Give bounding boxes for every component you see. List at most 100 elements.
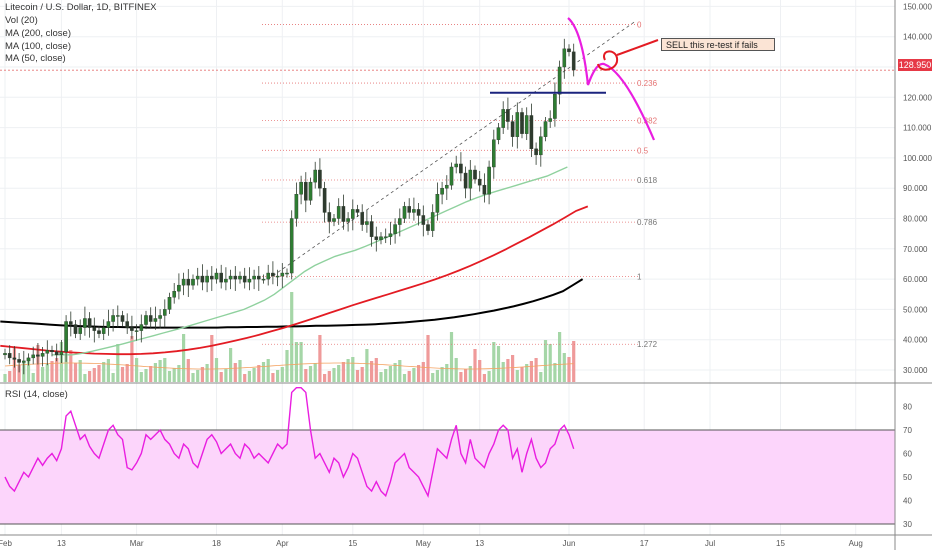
volume-bar xyxy=(332,368,336,382)
volume-bar xyxy=(153,363,157,382)
volume-bar xyxy=(130,336,134,382)
volume-bar xyxy=(69,350,73,382)
ma200-indicator-label[interactable]: MA (200, close) xyxy=(5,28,71,39)
candle-down xyxy=(304,181,308,201)
candle-up xyxy=(539,136,543,156)
volume-bar xyxy=(445,364,449,382)
fib-level-label: 0.236 xyxy=(637,79,658,88)
volume-bar xyxy=(468,366,472,382)
volume-bar xyxy=(149,366,153,382)
y-tick-label: 60.000 xyxy=(903,275,928,284)
volume-bar xyxy=(167,371,172,382)
candle-up xyxy=(83,318,87,328)
candle-up xyxy=(496,127,501,140)
x-tick-label: 13 xyxy=(57,539,66,548)
volume-bar xyxy=(562,353,566,382)
candle-down xyxy=(271,272,275,277)
volume-bar xyxy=(116,344,120,382)
moving-averages xyxy=(0,166,589,356)
candle-down xyxy=(407,206,412,213)
volume-bar xyxy=(200,367,204,382)
candle-up xyxy=(412,209,416,213)
candle-down xyxy=(567,48,571,53)
candle-up xyxy=(435,194,440,213)
volume-bar xyxy=(92,368,96,382)
volume-bar xyxy=(290,292,294,382)
candle-down xyxy=(369,221,374,237)
candle-up xyxy=(224,278,228,283)
candle-up xyxy=(445,184,449,189)
candlesticks xyxy=(3,38,576,375)
volume-bar xyxy=(341,362,345,382)
candle-up xyxy=(524,115,529,134)
candle-up xyxy=(158,315,162,319)
volume-bar xyxy=(412,368,416,382)
fib-level-label: 0.618 xyxy=(637,176,658,185)
volume-bar xyxy=(473,349,477,382)
candle-up xyxy=(134,330,139,332)
volume-bar xyxy=(402,374,407,382)
volume-bar xyxy=(17,365,21,382)
volume-bar xyxy=(210,335,214,382)
volume-bar xyxy=(271,373,275,382)
volume-bar xyxy=(355,370,360,382)
volume-bar xyxy=(506,359,510,382)
volume-bar xyxy=(346,359,350,382)
volume-bar xyxy=(219,372,223,382)
vol-indicator-label[interactable]: Vol (20) xyxy=(5,15,38,26)
volume-bar xyxy=(41,367,45,382)
candle-down xyxy=(473,169,477,180)
ma50-line xyxy=(52,166,568,356)
candle-down xyxy=(534,148,538,156)
candle-up xyxy=(238,275,242,280)
volume-bar xyxy=(449,332,454,382)
x-tick-label: Jun xyxy=(563,539,576,548)
volume-bar xyxy=(487,371,491,382)
x-tick-label: 17 xyxy=(640,539,649,548)
volume-bar xyxy=(243,374,247,382)
candle-down xyxy=(50,350,54,353)
candle-up xyxy=(388,233,393,237)
candle-up xyxy=(115,315,120,317)
fib-level-label: 1.272 xyxy=(637,340,658,349)
candle-down xyxy=(97,330,101,334)
fib-level-label: 0 xyxy=(637,21,642,30)
ma100-indicator-label[interactable]: MA (100, close) xyxy=(5,41,71,52)
candle-down xyxy=(12,357,17,360)
volume-bar xyxy=(365,349,369,382)
candle-up xyxy=(31,354,36,359)
candle-down xyxy=(7,353,12,359)
volume-bar xyxy=(539,372,543,382)
candle-down xyxy=(68,321,73,325)
volume-bar xyxy=(529,361,533,382)
volume-bar xyxy=(393,363,397,382)
ma50-indicator-label[interactable]: MA (50, close) xyxy=(5,53,66,64)
volume-bar xyxy=(182,334,186,382)
symbol-title[interactable]: Litecoin / U.S. Dollar, 1D, BITFINEX xyxy=(5,2,157,13)
candle-up xyxy=(3,353,7,356)
sell-annotation[interactable]: SELL this re-test if fails xyxy=(661,38,775,51)
rsi-indicator-label[interactable]: RSI (14, close) xyxy=(5,389,68,400)
volume-bar xyxy=(135,358,139,382)
volume-bar xyxy=(73,363,78,382)
candle-up xyxy=(430,212,435,231)
candle-down xyxy=(426,224,430,231)
candle-up xyxy=(440,187,444,195)
volume-bar xyxy=(252,368,256,382)
candle-down xyxy=(87,318,92,328)
y-tick-label: 150.000 xyxy=(903,2,932,11)
volume-bar xyxy=(454,358,458,382)
candle-down xyxy=(54,351,59,356)
candle-down xyxy=(482,184,487,195)
candle-up xyxy=(548,118,552,122)
volume-bar xyxy=(55,358,59,382)
candle-down xyxy=(318,169,322,189)
y-tick-label: 90.000 xyxy=(903,184,928,193)
volume-bar xyxy=(280,367,284,382)
volume-bar xyxy=(139,372,143,382)
x-tick-label: 18 xyxy=(212,539,221,548)
volume-bar xyxy=(214,358,219,382)
candle-up xyxy=(191,278,195,286)
volume-bar xyxy=(163,358,167,382)
